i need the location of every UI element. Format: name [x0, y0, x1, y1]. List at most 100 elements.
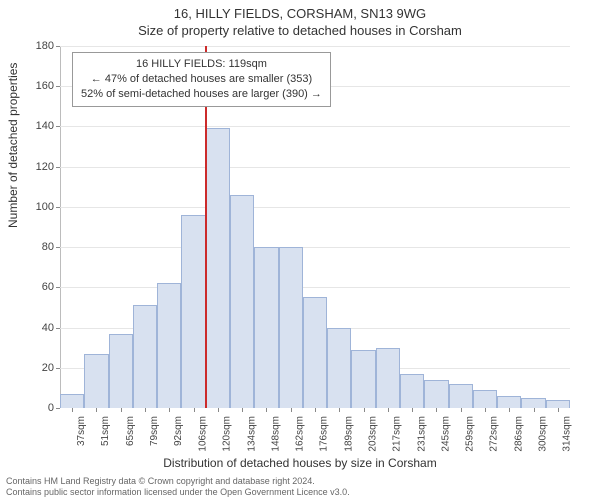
x-tick-label: 37sqm: [76, 416, 87, 446]
histogram-bar: [279, 247, 303, 408]
histogram-bar: [546, 400, 570, 408]
histogram-bar: [303, 297, 327, 408]
y-tick-label: 20: [24, 362, 54, 374]
histogram-bar: [60, 394, 84, 408]
footer-line-1: Contains HM Land Registry data © Crown c…: [6, 476, 594, 487]
histogram-bar: [376, 348, 400, 408]
title-main: 16, HILLY FIELDS, CORSHAM, SN13 9WG: [0, 0, 600, 21]
histogram-bar: [206, 128, 230, 408]
x-tick-label: 259sqm: [465, 416, 476, 452]
x-tick-label: 245sqm: [440, 416, 451, 452]
x-tick-mark: [461, 408, 462, 412]
y-tick-label: 80: [24, 241, 54, 253]
x-tick-label: 106sqm: [198, 416, 209, 452]
x-tick-mark: [485, 408, 486, 412]
x-tick-mark: [194, 408, 195, 412]
y-tick-label: 180: [24, 40, 54, 52]
x-tick-mark: [509, 408, 510, 412]
chart-plot-area: 02040608010012014016018037sqm51sqm65sqm7…: [60, 46, 570, 408]
x-tick-mark: [96, 408, 97, 412]
histogram-bar: [497, 396, 521, 408]
x-tick-label: 231sqm: [416, 416, 427, 452]
histogram-bar: [473, 390, 497, 408]
x-tick-label: 65sqm: [125, 416, 136, 446]
y-axis-label: Number of detached properties: [6, 63, 20, 228]
histogram-bar: [84, 354, 108, 408]
x-tick-label: 148sqm: [270, 416, 281, 452]
grid-line: [60, 287, 570, 288]
histogram-bar: [327, 328, 351, 408]
y-tick-label: 120: [24, 161, 54, 173]
x-tick-mark: [121, 408, 122, 412]
y-tick-label: 40: [24, 322, 54, 334]
x-tick-label: 120sqm: [222, 416, 233, 452]
x-tick-mark: [534, 408, 535, 412]
x-tick-mark: [242, 408, 243, 412]
y-tick-mark: [56, 86, 60, 87]
histogram-bar: [521, 398, 545, 408]
annotation-box: 16 HILLY FIELDS: 119sqm ← 47% of detache…: [72, 52, 331, 107]
x-tick-mark: [169, 408, 170, 412]
histogram-bar: [230, 195, 254, 408]
y-tick-mark: [56, 46, 60, 47]
x-tick-label: 176sqm: [319, 416, 330, 452]
footer-attribution: Contains HM Land Registry data © Crown c…: [6, 476, 594, 498]
x-tick-mark: [291, 408, 292, 412]
grid-line: [60, 126, 570, 127]
y-tick-mark: [56, 287, 60, 288]
annotation-line-2: ← 47% of detached houses are smaller (35…: [81, 72, 322, 87]
y-tick-mark: [56, 126, 60, 127]
y-tick-label: 0: [24, 402, 54, 414]
grid-line: [60, 167, 570, 168]
annotation-line-3: 52% of semi-detached houses are larger (…: [81, 87, 322, 102]
x-tick-mark: [412, 408, 413, 412]
x-tick-label: 217sqm: [392, 416, 403, 452]
histogram-bar: [424, 380, 448, 408]
histogram-bar: [254, 247, 278, 408]
x-tick-mark: [558, 408, 559, 412]
grid-line: [60, 247, 570, 248]
x-tick-label: 79sqm: [149, 416, 160, 446]
x-tick-label: 300sqm: [538, 416, 549, 452]
y-tick-mark: [56, 368, 60, 369]
y-tick-label: 140: [24, 120, 54, 132]
x-tick-label: 272sqm: [489, 416, 500, 452]
x-tick-label: 286sqm: [513, 416, 524, 452]
x-tick-mark: [339, 408, 340, 412]
histogram-bar: [181, 215, 205, 408]
histogram-bar: [109, 334, 133, 408]
x-tick-mark: [315, 408, 316, 412]
x-tick-label: 134sqm: [246, 416, 257, 452]
y-tick-mark: [56, 167, 60, 168]
x-tick-mark: [72, 408, 73, 412]
histogram-bar: [157, 283, 181, 408]
histogram-bar: [133, 305, 157, 408]
x-tick-label: 314sqm: [562, 416, 573, 452]
y-tick-label: 160: [24, 80, 54, 92]
y-tick-mark: [56, 247, 60, 248]
x-tick-mark: [388, 408, 389, 412]
x-tick-label: 51sqm: [100, 416, 111, 446]
histogram-bar: [449, 384, 473, 408]
x-tick-mark: [266, 408, 267, 412]
title-sub: Size of property relative to detached ho…: [0, 23, 600, 38]
x-tick-mark: [436, 408, 437, 412]
grid-line: [60, 207, 570, 208]
grid-line: [60, 46, 570, 47]
y-tick-mark: [56, 408, 60, 409]
x-tick-label: 92sqm: [173, 416, 184, 446]
y-tick-mark: [56, 207, 60, 208]
x-tick-label: 162sqm: [295, 416, 306, 452]
chart-container: 16, HILLY FIELDS, CORSHAM, SN13 9WG Size…: [0, 0, 600, 500]
y-tick-mark: [56, 328, 60, 329]
footer-line-2: Contains public sector information licen…: [6, 487, 594, 498]
histogram-bar: [400, 374, 424, 408]
x-axis-label: Distribution of detached houses by size …: [0, 456, 600, 470]
annotation-line-1: 16 HILLY FIELDS: 119sqm: [81, 57, 322, 72]
x-tick-mark: [218, 408, 219, 412]
x-tick-label: 203sqm: [368, 416, 379, 452]
y-tick-label: 60: [24, 281, 54, 293]
y-tick-label: 100: [24, 201, 54, 213]
histogram-bar: [351, 350, 375, 408]
x-tick-label: 189sqm: [343, 416, 354, 452]
